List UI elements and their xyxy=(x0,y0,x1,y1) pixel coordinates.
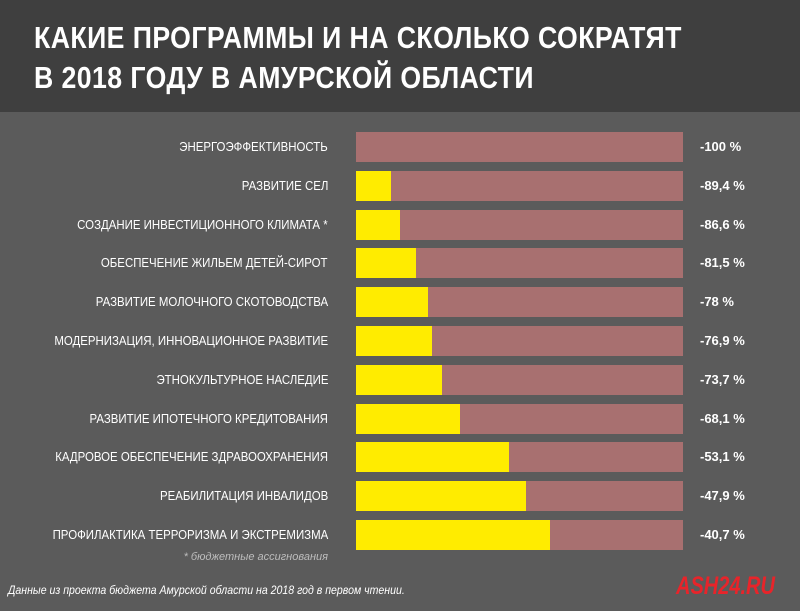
bar-cut xyxy=(356,364,683,395)
bar-cut xyxy=(356,442,683,473)
bar-row: ОБЕСПЕЧЕНИЕ ЖИЛЬЕМ ДЕТЕЙ-СИРОТ -81,5 % xyxy=(0,248,800,279)
bar-remaining xyxy=(356,364,442,395)
bar-cut xyxy=(356,403,683,434)
category-label: РЕАБИЛИТАЦИЯ ИНВАЛИДОВ xyxy=(159,488,328,504)
bar-cut xyxy=(356,481,683,512)
bar-remaining xyxy=(356,248,417,279)
value-label: -81,5 % xyxy=(700,255,745,271)
value-label: -40,7 % xyxy=(700,527,745,542)
bar-row: КАДРОВОЕ ОБЕСПЕЧЕНИЕ ЗДРАВООХРАНЕНИЯ -53… xyxy=(0,442,800,473)
bar-remaining xyxy=(356,326,432,356)
bar-remaining xyxy=(356,209,400,240)
category-label: РАЗВИТИЕ СЕЛ xyxy=(241,177,328,193)
bar-remaining xyxy=(356,403,461,434)
header: КАКИЕ ПРОГРАММЫ И НА СКОЛЬКО СОКРАТЯТ В … xyxy=(0,0,800,112)
bar-cut xyxy=(356,170,683,201)
bar-row: РАЗВИТИЕ ИПОТЕЧНОГО КРЕДИТОВАНИЯ -68,1 % xyxy=(0,403,800,434)
bar-cut xyxy=(356,520,683,550)
category-label: КАДРОВОЕ ОБЕСПЕЧЕНИЕ ЗДРАВООХРАНЕНИЯ xyxy=(55,449,328,465)
value-label: -78 % xyxy=(700,294,734,310)
category-label: МОДЕРНИЗАЦИЯ, ИННОВАЦИОННОЕ РАЗВИТИЕ xyxy=(54,333,328,348)
bar-row: РАЗВИТИЕ МОЛОЧНОГО СКОТОВОДСТВА -78 % xyxy=(0,287,800,318)
bar-cut xyxy=(356,287,683,318)
value-label: -76,9 % xyxy=(700,333,745,348)
category-label: ЭТНОКУЛЬТУРНОЕ НАСЛЕДИЕ xyxy=(155,371,328,387)
value-label: -68,1 % xyxy=(700,410,745,426)
footnote: * бюджетные ассигнования xyxy=(183,551,328,563)
category-label: РАЗВИТИЕ ИПОТЕЧНОГО КРЕДИТОВАНИЯ xyxy=(89,410,328,426)
value-label: -86,6 % xyxy=(700,216,745,232)
bar-remaining xyxy=(356,481,527,512)
bar-cut xyxy=(356,326,683,356)
bar-row: ПРОФИЛАКТИКА ТЕРРОРИЗМА И ЭКСТРЕМИЗМА -4… xyxy=(0,520,800,550)
bar-remaining xyxy=(356,520,550,550)
bar-remaining xyxy=(356,287,428,318)
category-label: РАЗВИТИЕ МОЛОЧНОГО СКОТОВОДСТВА xyxy=(95,294,328,310)
category-label: ЭНЕРГОЭФФЕКТИВНОСТЬ xyxy=(179,139,328,154)
bar-row: СОЗДАНИЕ ИНВЕСТИЦИОННОГО КЛИМАТА * -86,6… xyxy=(0,209,800,240)
bar-row: МОДЕРНИЗАЦИЯ, ИННОВАЦИОННОЕ РАЗВИТИЕ -76… xyxy=(0,326,800,356)
bar-cut xyxy=(356,209,683,240)
category-label: ПРОФИЛАКТИКА ТЕРРОРИЗМА И ЭКСТРЕМИЗМА xyxy=(52,527,328,542)
value-label: -73,7 % xyxy=(700,371,745,387)
bar-cut xyxy=(356,248,683,279)
bar-remaining xyxy=(356,442,510,473)
chart-title: КАКИЕ ПРОГРАММЫ И НА СКОЛЬКО СОКРАТЯТ В … xyxy=(34,18,682,98)
bar-row: РАЗВИТИЕ СЕЛ -89,4 % xyxy=(0,170,800,201)
value-label: -53,1 % xyxy=(700,449,745,465)
title-line-2: В 2018 ГОДУ В АМУРСКОЙ ОБЛАСТИ xyxy=(34,60,534,95)
bar-row: ЭТНОКУЛЬТУРНОЕ НАСЛЕДИЕ -73,7 % xyxy=(0,364,800,395)
source-note: Данные из проекта бюджета Амурской облас… xyxy=(8,583,405,597)
title-line-1: КАКИЕ ПРОГРАММЫ И НА СКОЛЬКО СОКРАТЯТ xyxy=(34,20,682,55)
bar-remaining xyxy=(356,170,391,201)
bar-row: ЭНЕРГОЭФФЕКТИВНОСТЬ -100 % xyxy=(0,132,800,162)
value-label: -47,9 % xyxy=(700,488,745,504)
value-label: -100 % xyxy=(700,139,742,154)
logo: ASH24.RU xyxy=(676,572,775,600)
bar-row: РЕАБИЛИТАЦИЯ ИНВАЛИДОВ -47,9 % xyxy=(0,481,800,512)
category-label: ОБЕСПЕЧЕНИЕ ЖИЛЬЕМ ДЕТЕЙ-СИРОТ xyxy=(101,255,328,271)
category-label: СОЗДАНИЕ ИНВЕСТИЦИОННОГО КЛИМАТА * xyxy=(77,216,328,232)
value-label: -89,4 % xyxy=(700,177,745,193)
bar-cut xyxy=(356,132,683,162)
